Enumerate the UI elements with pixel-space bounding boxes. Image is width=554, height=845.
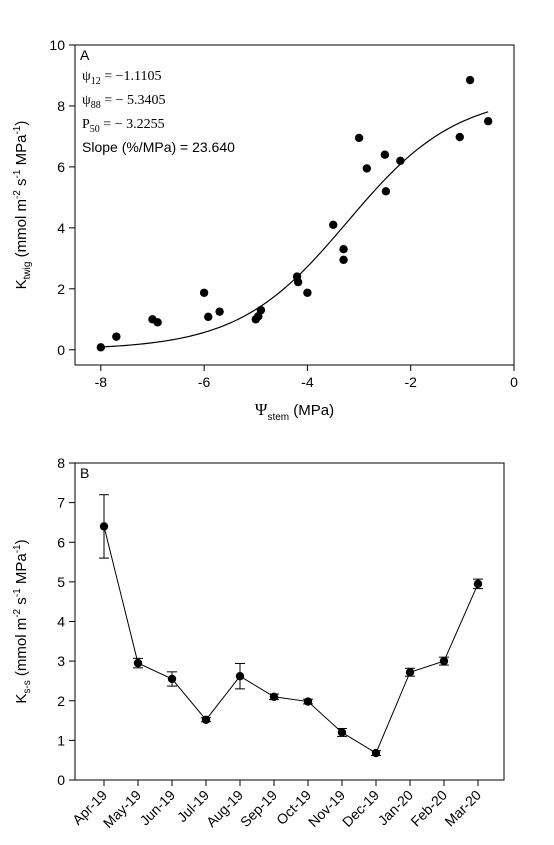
panel-a-frame bbox=[74, 44, 515, 366]
y-tick-label: 4 bbox=[57, 614, 65, 630]
data-point bbox=[269, 692, 279, 701]
annotation: Slope (%/MPa) = 23.640 bbox=[82, 139, 235, 155]
x-tick-label: 0 bbox=[510, 374, 518, 390]
x-tick-label: -4 bbox=[301, 374, 314, 390]
data-point bbox=[303, 288, 312, 297]
x-tick-label: Aug-19 bbox=[203, 787, 246, 830]
panel-a-points bbox=[96, 75, 493, 352]
data-point bbox=[439, 656, 449, 666]
x-tick-label: -2 bbox=[404, 374, 417, 390]
x-tick-label: Mar-20 bbox=[441, 787, 484, 830]
x-tick-label: Feb-20 bbox=[407, 787, 450, 830]
data-point bbox=[99, 522, 109, 531]
data-point bbox=[354, 133, 364, 143]
data-point bbox=[256, 305, 266, 315]
data-point bbox=[483, 116, 493, 126]
data-point bbox=[473, 579, 483, 589]
y-tick-label: 5 bbox=[57, 574, 65, 590]
panel-a-ticks: -8 -6 -4 -2 0 0 2 4 6 8 10 bbox=[49, 37, 518, 390]
data-point bbox=[465, 75, 475, 85]
x-tick-label: -6 bbox=[198, 374, 211, 390]
data-point bbox=[337, 728, 347, 737]
panel-a-annotations: ψ12 = −1.1105 ψ88 = − 5.3405 P50 = − 3.225… bbox=[82, 69, 235, 155]
panel-b: B 0 1 2 3 4 5 6 7 8 Apr-19May-19Jun-19Jul-19Aug-… bbox=[12, 455, 505, 831]
x-tick-label: Jan-20 bbox=[375, 787, 417, 829]
data-point bbox=[201, 715, 211, 724]
y-tick-label: 3 bbox=[57, 653, 65, 669]
panel-a: A -8 -6 -4 -2 0 0 2 4 6 8 10 ψ12 = −1.1105 ψ88 = − … bbox=[12, 37, 518, 423]
y-tick-label: 8 bbox=[57, 98, 65, 114]
panel-a-letter: A bbox=[80, 47, 90, 63]
y-tick-label: 7 bbox=[57, 495, 65, 511]
y-tick-label: 2 bbox=[57, 281, 65, 297]
data-point bbox=[112, 332, 121, 341]
data-point bbox=[167, 674, 177, 684]
data-point bbox=[455, 132, 464, 142]
y-tick-label: 2 bbox=[57, 693, 65, 709]
x-tick-label: Dec-19 bbox=[339, 787, 382, 830]
data-point bbox=[405, 668, 415, 677]
data-point bbox=[96, 343, 106, 352]
panel-b-x-tick-labels: Apr-19May-19Jun-19Jul-19Aug-19Sep-19Oct-… bbox=[69, 787, 484, 831]
panel-a-y-axis-title: Ktwig (mmol m-2 s-1 MPa-1) bbox=[12, 121, 33, 290]
data-point bbox=[396, 156, 405, 166]
annotation: ψ88 = − 5.3405 bbox=[82, 93, 166, 111]
panel-b-y-axis-title: Ks-s (mmol m-2 s-1 MPa-1) bbox=[12, 539, 33, 703]
data-point bbox=[293, 277, 303, 287]
data-point bbox=[204, 312, 213, 322]
y-tick-label: 1 bbox=[57, 732, 65, 748]
data-point bbox=[199, 288, 209, 297]
y-tick-label: 8 bbox=[57, 455, 65, 471]
y-tick-label: 6 bbox=[57, 534, 65, 550]
y-tick-label: 0 bbox=[57, 772, 65, 788]
data-point bbox=[381, 187, 391, 196]
x-tick-label: -8 bbox=[95, 374, 108, 390]
x-tick-label: Sep-19 bbox=[237, 787, 280, 830]
y-tick-label: 0 bbox=[57, 342, 65, 358]
data-point bbox=[362, 164, 372, 173]
data-point bbox=[339, 244, 348, 254]
x-tick-label: Jun-19 bbox=[137, 787, 179, 829]
data-point bbox=[380, 150, 390, 159]
panel-b-points bbox=[99, 522, 483, 758]
panel-b-frame bbox=[74, 462, 505, 781]
data-point bbox=[303, 697, 313, 706]
data-point bbox=[215, 307, 224, 316]
data-point bbox=[235, 671, 245, 681]
panel-a-x-axis-title: Ψstem (MPa) bbox=[255, 400, 334, 423]
y-tick-label: 6 bbox=[57, 159, 65, 175]
panel-b-letter: B bbox=[80, 465, 89, 481]
series-line bbox=[103, 526, 479, 754]
y-tick-label: 10 bbox=[49, 37, 65, 53]
y-tick-label: 4 bbox=[57, 220, 65, 236]
panel-b-error-bars bbox=[99, 494, 483, 756]
data-point bbox=[133, 658, 143, 668]
annotation: P50 = − 3.2255 bbox=[82, 117, 165, 135]
data-point bbox=[329, 220, 338, 230]
data-point bbox=[371, 748, 381, 758]
annotation: ψ12 = −1.1105 bbox=[82, 69, 162, 87]
x-tick-label: May-19 bbox=[100, 787, 144, 831]
data-point bbox=[339, 255, 348, 265]
data-point bbox=[153, 318, 162, 327]
panel-b-ticks: 0 1 2 3 4 5 6 7 8 bbox=[57, 455, 479, 788]
x-tick-label: Nov-19 bbox=[305, 787, 348, 830]
